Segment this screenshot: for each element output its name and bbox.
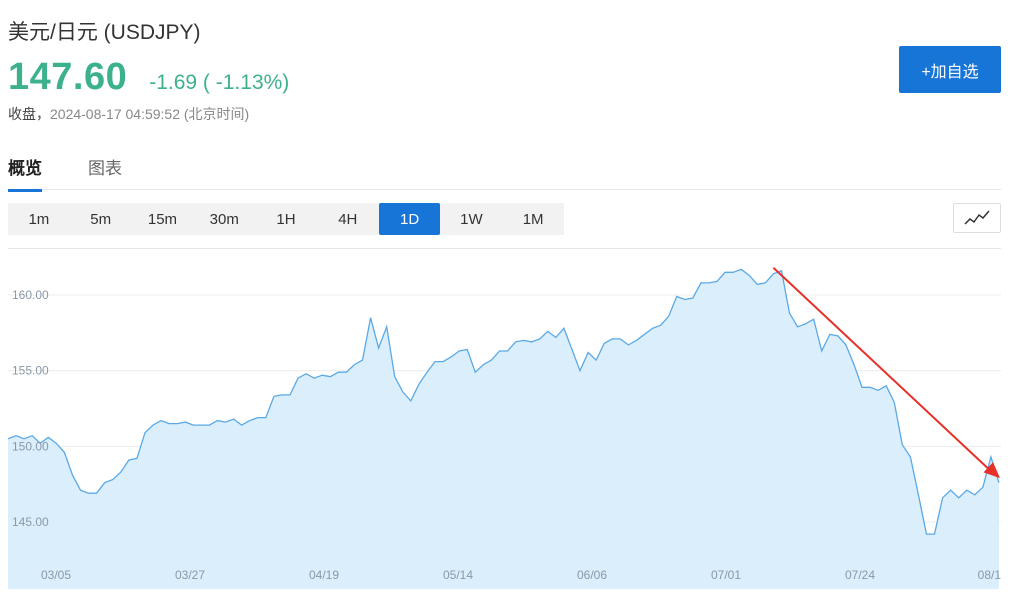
tab-chart[interactable]: 图表 <box>88 159 122 178</box>
tab-overview[interactable]: 概览 <box>8 154 42 192</box>
period-1w[interactable]: 1W <box>460 210 483 228</box>
x-tick-label: 07/24 <box>845 568 875 582</box>
y-tick-label: 160.00 <box>12 288 49 302</box>
arrow-head <box>983 462 1000 479</box>
period-1m[interactable]: 1m <box>28 210 50 228</box>
period-4h[interactable]: 4H <box>338 210 358 228</box>
period-5m[interactable]: 5m <box>90 210 112 228</box>
timezone-label: (北京时间) <box>180 106 250 122</box>
period-1mo[interactable]: 1M <box>522 210 544 228</box>
instrument-title: 美元/日元 (USDJPY) <box>8 21 201 44</box>
price-line <box>7 268 1000 535</box>
x-tick-label: 05/14 <box>443 568 473 582</box>
y-tick-label: 145.00 <box>12 515 49 529</box>
period-15m[interactable]: 15m <box>147 210 178 228</box>
x-tick-label: 08/1 <box>978 568 1001 582</box>
x-tick-label: 04/19 <box>309 568 339 582</box>
market-status: 收盘，2024-08-17 04:59:52 (北京时间) <box>8 104 249 124</box>
x-tick-label: 03/27 <box>175 568 205 582</box>
timestamp: 2024-08-17 04:59:52 <box>50 106 180 122</box>
period-1h[interactable]: 1H <box>276 210 296 228</box>
y-tick-label: 155.00 <box>12 364 49 378</box>
y-tick-label: 150.00 <box>12 439 49 453</box>
period-selector: 1m 5m 15m 30m 1H 4H 1D 1W 1M <box>8 203 564 235</box>
arrow-shaft <box>772 267 993 473</box>
price-row: 147.60 -1.69 ( -1.13%) <box>8 56 289 99</box>
status-label: 收盘， <box>8 106 50 122</box>
period-1d[interactable]: 1D <box>378 203 441 235</box>
line-chart-icon <box>964 210 990 225</box>
add-to-watchlist-button[interactable]: +加自选 <box>899 46 1001 93</box>
chart-svg: 145.00 150.00 155.00 160.00 03/05 03/27 04/19… <box>7 267 1001 589</box>
chart-type-button[interactable] <box>953 203 1001 233</box>
x-tick-label: 06/06 <box>577 568 607 582</box>
price-change: -1.69 ( -1.13%) <box>149 71 290 94</box>
price-area <box>8 269 999 589</box>
period-30m[interactable]: 30m <box>209 210 239 228</box>
trend-arrow <box>772 267 1000 479</box>
x-tick-label: 07/01 <box>711 568 741 582</box>
tab-bar: 概览 图表 <box>8 150 1001 192</box>
price-chart: 145.00 150.00 155.00 160.00 03/05 03/27 04/19… <box>7 248 1001 589</box>
x-tick-label: 03/05 <box>41 568 71 582</box>
current-price: 147.60 <box>8 56 128 98</box>
